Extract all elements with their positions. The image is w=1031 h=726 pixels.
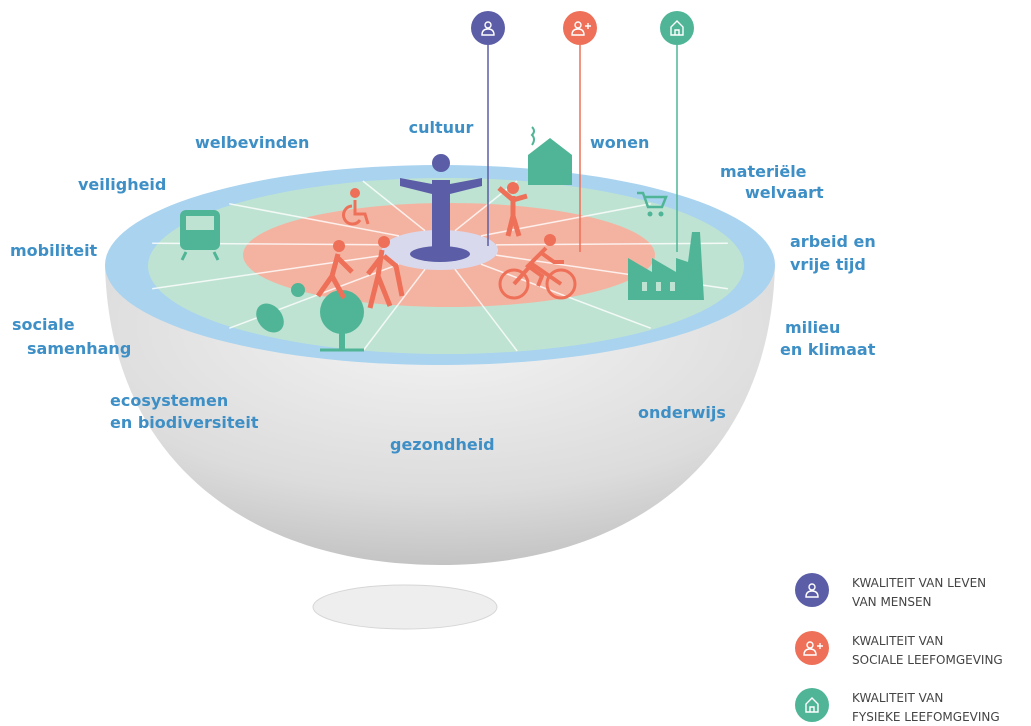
- spoke: [229, 203, 400, 237]
- icon-glyph: [571, 28, 585, 36]
- icon-glyph: [484, 21, 492, 29]
- category-label: arbeid en: [790, 232, 876, 251]
- category-label: mobiliteit: [10, 241, 98, 260]
- legend-text: KWALITEIT VAN: [852, 691, 943, 705]
- icon-glyph: [574, 21, 582, 29]
- category-label: welvaart: [745, 183, 824, 202]
- icon-glyph: [817, 643, 823, 649]
- category-label: milieu: [785, 318, 840, 337]
- icons: [180, 126, 704, 352]
- icon-glyph: [805, 697, 819, 713]
- labels: cultuur welbevinden wonen materiële welvaart…: [10, 118, 876, 454]
- legend-text: VAN MENSEN: [852, 595, 932, 609]
- icon-glyph: [803, 648, 817, 656]
- category-label: samenhang: [27, 339, 131, 358]
- icon-circle: [795, 688, 829, 722]
- category-label: veiligheid: [78, 175, 166, 194]
- category-label: en biodiversiteit: [110, 413, 259, 432]
- icon-glyph: [481, 28, 495, 36]
- spoke: [152, 254, 385, 290]
- legend-text: FYSIEKE LEEFOMGEVING: [852, 710, 1000, 724]
- spoke: [454, 180, 518, 232]
- spoke: [454, 268, 518, 352]
- pins: [471, 11, 694, 252]
- spokes: [152, 180, 728, 352]
- legend-text: SOCIALE LEEFOMGEVING: [852, 653, 1003, 667]
- category-label: ecosystemen: [110, 391, 228, 410]
- category-label: vrije tijd: [790, 255, 866, 274]
- legend-text: KWALITEIT VAN LEVEN: [852, 576, 986, 590]
- icon-glyph: [805, 590, 819, 598]
- spoke: [496, 242, 728, 246]
- category-label: sociale: [12, 315, 75, 334]
- legend: KWALITEIT VAN LEVEN VAN MENSEN KWALITEIT V…: [795, 573, 1003, 724]
- icon-glyph: [808, 583, 816, 591]
- category-label: onderwijs: [638, 403, 726, 422]
- spoke: [362, 268, 426, 352]
- shadow: [312, 584, 498, 630]
- icon-circle: [660, 11, 694, 45]
- category-label: gezondheid: [390, 435, 495, 454]
- icon-glyph: [585, 23, 591, 29]
- category-label: wonen: [590, 133, 649, 152]
- legend-text: KWALITEIT VAN: [852, 634, 943, 648]
- category-label: materiële: [720, 162, 807, 181]
- category-label: welbevinden: [195, 133, 309, 152]
- category-label: cultuur: [409, 118, 474, 137]
- icon-glyph: [670, 20, 684, 36]
- spoke: [362, 180, 426, 232]
- icon-glyph: [806, 641, 814, 649]
- category-label: en klimaat: [780, 340, 876, 359]
